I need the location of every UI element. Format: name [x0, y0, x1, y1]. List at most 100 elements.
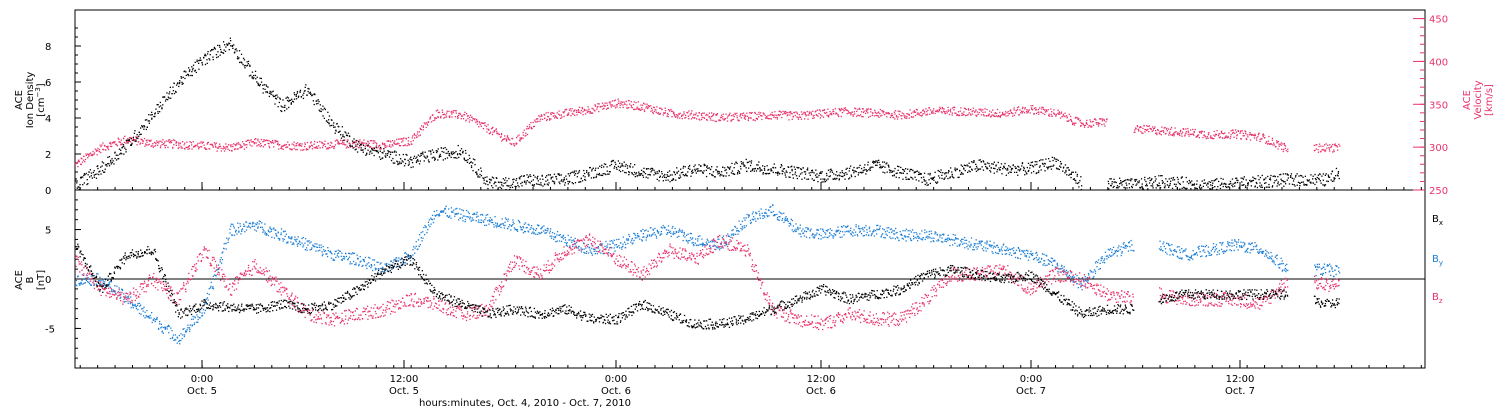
- velocity-series-point: [579, 107, 580, 108]
- density-series-point: [1060, 167, 1061, 168]
- velocity-series-point: [1222, 133, 1223, 134]
- density-series-point: [1249, 180, 1250, 181]
- density-series-point: [1028, 170, 1029, 171]
- density-series-point: [618, 166, 619, 167]
- velocity-series-point: [988, 114, 989, 115]
- density-series-point: [1274, 182, 1275, 183]
- velocity-series-point: [1170, 129, 1171, 130]
- density-series-point: [329, 125, 330, 126]
- velocity-series-point: [628, 107, 629, 108]
- density-series-point: [663, 175, 664, 176]
- velocity-series-point: [952, 113, 953, 114]
- by-series-point: [220, 261, 221, 262]
- density-series-point: [921, 177, 922, 178]
- velocity-series-point: [455, 116, 456, 117]
- by-series-point: [342, 258, 343, 259]
- density-series-point: [239, 50, 240, 51]
- density-series-point: [213, 59, 214, 60]
- density-series-point: [672, 174, 673, 175]
- density-series-point: [259, 85, 260, 86]
- velocity-series-point: [839, 109, 840, 110]
- velocity-series-point: [897, 116, 898, 117]
- density-series-point: [421, 155, 422, 156]
- velocity-series-point: [899, 114, 900, 115]
- density-series-point: [491, 185, 492, 186]
- density-series-point: [1144, 177, 1145, 178]
- density-series-point: [969, 163, 970, 164]
- velocity-series-point: [775, 117, 776, 118]
- density-series-point: [1151, 178, 1152, 179]
- by-series-point: [232, 224, 233, 225]
- density-series-point: [952, 174, 953, 175]
- density-series-point: [542, 179, 543, 180]
- velocity-series-point: [886, 116, 887, 117]
- density-series-point: [706, 176, 707, 177]
- by-series-point: [82, 284, 83, 285]
- density-series-point: [206, 59, 207, 60]
- by-series-point: [264, 223, 265, 224]
- velocity-series-point: [612, 100, 613, 101]
- velocity-series-point: [1224, 132, 1225, 133]
- by-series-point: [369, 266, 370, 267]
- velocity-series-point: [283, 149, 284, 150]
- density-series-point: [1178, 179, 1179, 180]
- density-series-point: [325, 109, 326, 110]
- by-series-point: [94, 275, 95, 276]
- by-series-point: [84, 283, 85, 284]
- density-series-point: [756, 170, 757, 171]
- velocity-series-point: [807, 119, 808, 120]
- velocity-series-point: [178, 142, 179, 143]
- density-series-point: [912, 170, 913, 171]
- density-series-point: [1313, 182, 1314, 183]
- density-series-point: [1143, 188, 1144, 189]
- by-series-point: [100, 280, 101, 281]
- velocity-series-point: [547, 119, 548, 120]
- density-series-point: [789, 177, 790, 178]
- velocity-series-point: [365, 146, 366, 147]
- velocity-series-point: [469, 121, 470, 122]
- density-series-point: [300, 92, 301, 93]
- density-series-point: [906, 179, 907, 180]
- density-series-point: [1277, 183, 1278, 184]
- density-series-point: [862, 172, 863, 173]
- velocity-series-point: [539, 121, 540, 122]
- velocity-series-point: [826, 112, 827, 113]
- velocity-series-point: [874, 115, 875, 116]
- velocity-series-point: [304, 142, 305, 143]
- density-series-point: [771, 170, 772, 171]
- velocity-series-point: [969, 112, 970, 113]
- by-series-point: [293, 242, 294, 243]
- by-series-point: [228, 238, 229, 239]
- velocity-series-point: [358, 147, 359, 148]
- density-series-point: [230, 45, 231, 46]
- velocity-series-point: [665, 112, 666, 113]
- density-series-point: [412, 162, 413, 163]
- velocity-series-point: [448, 111, 449, 112]
- velocity-series-point: [281, 148, 282, 149]
- velocity-series-point: [682, 118, 683, 119]
- velocity-series-point: [998, 116, 999, 117]
- by-series-point: [354, 253, 355, 254]
- velocity-series-point: [348, 147, 349, 148]
- density-series-point: [1325, 184, 1326, 185]
- velocity-series-point: [483, 128, 484, 129]
- velocity-series-point: [259, 141, 260, 142]
- velocity-series-point: [1185, 128, 1186, 129]
- velocity-series-point: [622, 102, 623, 103]
- density-series-point: [192, 68, 193, 69]
- density-series-point: [131, 138, 132, 139]
- velocity-series-point: [782, 111, 783, 112]
- density-series-point: [1256, 183, 1257, 184]
- density-series-point: [961, 172, 962, 173]
- density-series-point: [271, 91, 272, 92]
- density-series-point: [830, 169, 831, 170]
- density-series-point: [867, 164, 868, 165]
- velocity-series-point: [733, 114, 734, 115]
- velocity-series-point: [574, 115, 575, 116]
- by-series-point: [351, 263, 352, 264]
- velocity-series-point: [947, 107, 948, 108]
- velocity-series-point: [642, 109, 643, 110]
- velocity-series-point: [250, 144, 251, 145]
- density-series-point: [118, 158, 119, 159]
- velocity-series-point: [394, 140, 395, 141]
